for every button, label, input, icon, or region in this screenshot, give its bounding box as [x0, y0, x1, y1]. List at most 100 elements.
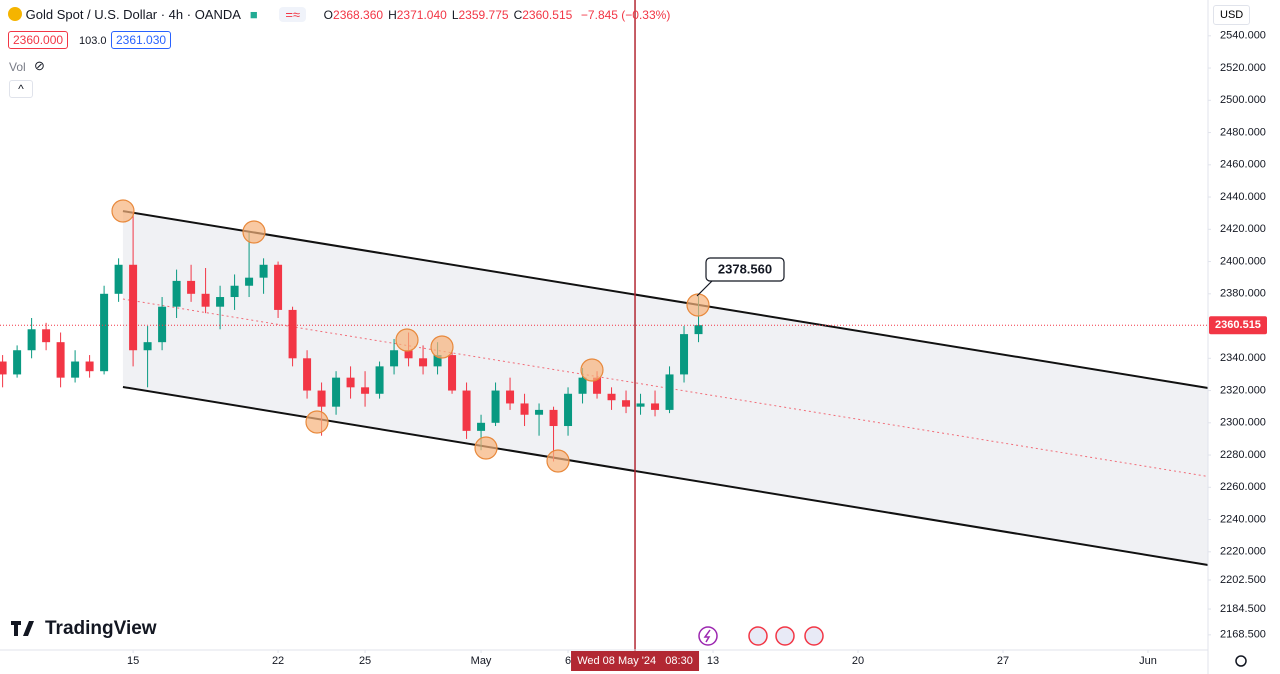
- x-tick-label: 27: [997, 655, 1009, 667]
- crosshair-tag: [571, 651, 700, 671]
- logo-text: TradingView: [45, 618, 157, 639]
- hide-volume-icon[interactable]: ⊘: [34, 58, 45, 73]
- y-tick-label: 2202.500: [1220, 574, 1266, 586]
- ohlc-label: H: [388, 8, 397, 22]
- callout-text: 2378.560: [718, 261, 772, 276]
- last-price-tag: [1209, 316, 1267, 335]
- callout-box: [705, 257, 785, 282]
- y-tick-label: 2520.000: [1220, 62, 1266, 74]
- candle-body: [129, 264, 138, 351]
- x-tick-label: 15: [127, 655, 139, 667]
- candle-body: [375, 366, 384, 394]
- candle-body: [607, 393, 616, 401]
- channel-line: [122, 210, 1209, 389]
- y-tick-label: 2460.000: [1220, 159, 1266, 171]
- candle-body: [535, 409, 544, 415]
- y-tick-label: 2260.000: [1220, 481, 1266, 493]
- candle-body: [71, 361, 80, 378]
- y-tick-label: 2280.000: [1220, 449, 1266, 461]
- candle-body: [274, 264, 283, 310]
- last-price-label: 2360.515: [1215, 319, 1261, 331]
- candle-body: [636, 403, 645, 407]
- candle-body: [27, 329, 36, 351]
- candle-body: [56, 342, 65, 378]
- event-icons: [698, 626, 824, 646]
- candle-body: [390, 350, 399, 367]
- y-tick-label: 2380.000: [1220, 288, 1266, 300]
- logo-icon: [11, 621, 34, 636]
- candle-body: [158, 306, 167, 343]
- candle-body: [216, 297, 225, 307]
- ohlc-label: O: [323, 8, 334, 22]
- candle-body: [201, 293, 210, 307]
- candle-body: [404, 350, 413, 359]
- candle-body: [259, 264, 268, 278]
- buy-button[interactable]: 2361.030: [111, 31, 172, 49]
- candle-body: [172, 280, 181, 307]
- market-status: ■: [249, 7, 258, 22]
- y-tick-label: 2340.000: [1220, 352, 1266, 364]
- ohlc-label: C: [513, 8, 523, 22]
- candle-body: [187, 280, 196, 294]
- y-tick-label: 2400.000: [1220, 255, 1266, 267]
- candle-body: [564, 393, 573, 427]
- candle-body: [114, 264, 123, 294]
- candle-body: [245, 277, 254, 286]
- ohlc-value: 2359.775: [458, 8, 509, 22]
- settings-icon[interactable]: [1235, 655, 1247, 667]
- candle-body: [549, 409, 558, 427]
- currency-button[interactable]: USD: [1213, 5, 1251, 25]
- volume-label: Vol: [9, 60, 26, 74]
- candle-body: [332, 377, 341, 407]
- candle-body: [477, 422, 486, 431]
- symbol-title[interactable]: Gold Spot / U.S. Dollar · 4h · OANDA: [25, 7, 241, 22]
- candle-body: [42, 329, 51, 343]
- x-tick-label: Jun: [1139, 655, 1157, 667]
- candle-body: [13, 350, 22, 375]
- candle-body: [506, 390, 515, 404]
- collapse-button[interactable]: ^: [9, 80, 33, 98]
- candle-body: [433, 355, 442, 367]
- candle-body: [665, 374, 674, 410]
- candle-body: [143, 342, 152, 351]
- indicator-toggle[interactable]: =≈: [279, 7, 307, 22]
- y-tick-label: 2500.000: [1220, 94, 1266, 106]
- price-change: −7.845 (−0.33%): [580, 8, 671, 22]
- ohlc-value: 2368.360: [333, 8, 384, 22]
- candle-body: [361, 387, 370, 394]
- y-tick-label: 2420.000: [1220, 223, 1266, 235]
- candle-body: [462, 390, 471, 431]
- y-tick-label: 2300.000: [1220, 417, 1266, 429]
- candle-body: [0, 361, 7, 375]
- candle-body: [593, 377, 602, 394]
- y-tick-label: 2240.000: [1220, 513, 1266, 525]
- y-tick-label: 2168.500: [1220, 629, 1266, 641]
- channel-fill: [122, 211, 1208, 566]
- candle-body: [520, 403, 529, 415]
- candle-body: [448, 355, 457, 391]
- callout-pointer: [696, 280, 713, 297]
- candle-body: [680, 334, 689, 375]
- candle-body: [419, 358, 428, 367]
- y-tick-label: 2440.000: [1220, 191, 1266, 203]
- candle-body: [346, 377, 355, 388]
- sell-button[interactable]: 2360.000: [8, 31, 69, 49]
- candle-body: [100, 293, 109, 372]
- x-tick-label: 6: [565, 655, 571, 667]
- candle-body: [317, 390, 326, 407]
- y-tick-label: 2320.000: [1220, 384, 1266, 396]
- ohlc-value: 2371.040: [396, 8, 447, 22]
- ohlc-value: 2360.515: [522, 8, 573, 22]
- x-tick-label: 25: [359, 655, 371, 667]
- candle-body: [85, 361, 94, 372]
- channel-line: [122, 386, 1209, 567]
- x-tick-label: 22: [272, 655, 284, 667]
- channel-midline: [122, 298, 1209, 477]
- candle-body: [622, 400, 631, 407]
- x-tick-label: 20: [852, 655, 864, 667]
- pivot-markers: [111, 199, 710, 473]
- candle-body: [491, 390, 500, 423]
- x-tick-label: May: [471, 655, 492, 667]
- candle-body: [651, 403, 660, 410]
